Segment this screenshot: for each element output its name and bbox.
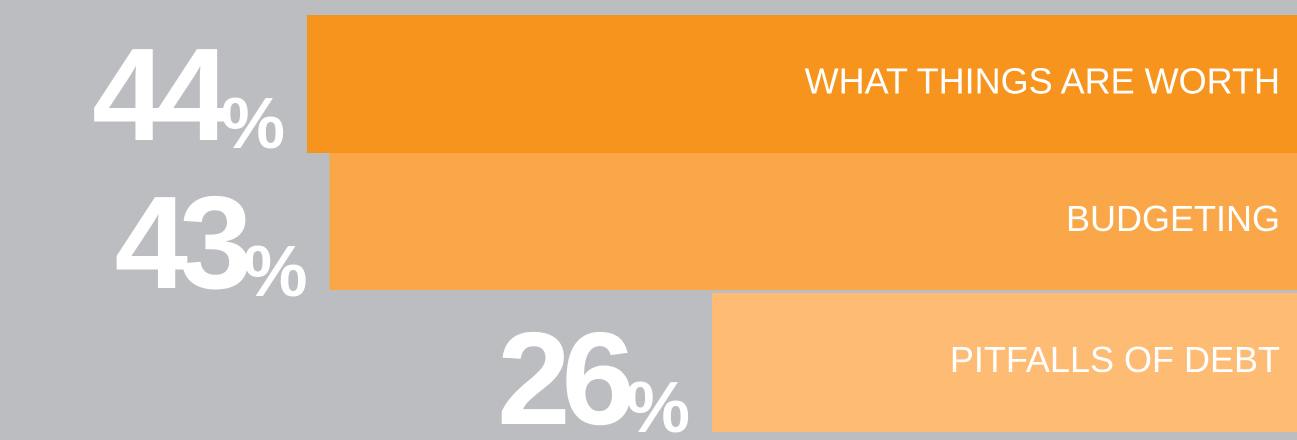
bar — [329, 153, 1297, 290]
bar — [712, 293, 1297, 432]
category-label: PITFALLS OF DEBT — [950, 339, 1280, 380]
category-label: BUDGETING — [1066, 198, 1280, 239]
category-label: WHAT THINGS ARE WORTH — [805, 61, 1280, 102]
value-label: 44% — [92, 21, 284, 168]
value-label: 26% — [497, 305, 689, 440]
bar — [307, 15, 1297, 153]
value-label: 43% — [115, 169, 307, 316]
